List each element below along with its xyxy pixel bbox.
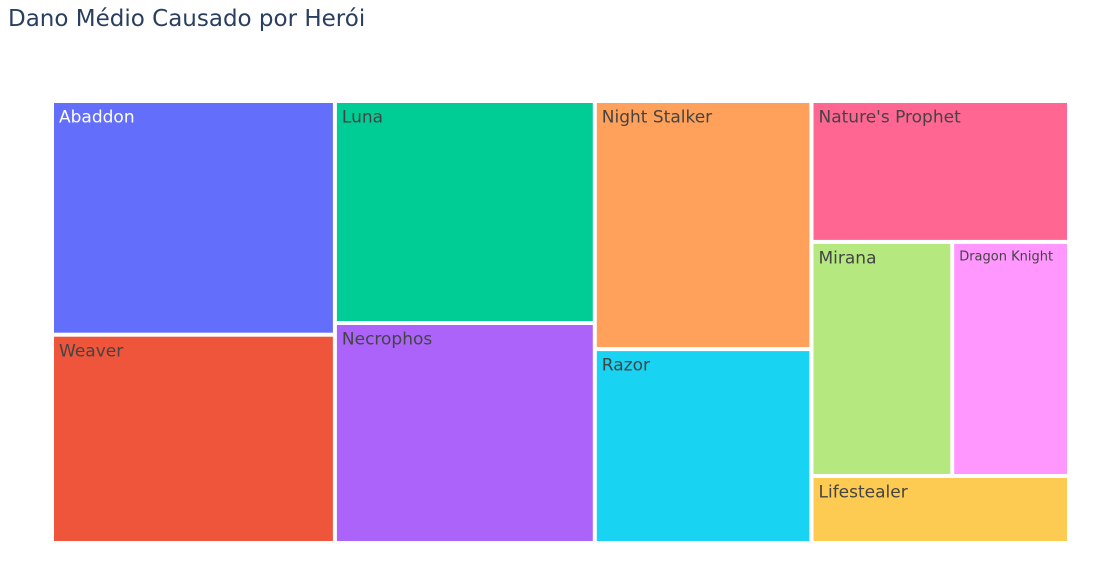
treemap-label-mirana: Mirana (819, 249, 877, 269)
treemap-rect-necrophos[interactable] (336, 325, 593, 541)
treemap-label-weaver: Weaver (59, 341, 123, 361)
treemap-label-lifestealer: Lifestealer (819, 483, 908, 503)
treemap-rect-abaddon[interactable] (54, 103, 333, 333)
treemap-label-razor: Razor (602, 356, 650, 376)
treemap-label-dragon-knight: Dragon Knight (959, 249, 1053, 264)
treemap-label-necrophos: Necrophos (342, 330, 433, 350)
treemap-tile-dragon-knight[interactable]: Dragon Knight (954, 243, 1067, 474)
treemap-label-night-stalker: Night Stalker (602, 108, 712, 128)
treemap-label-abaddon: Abaddon (59, 108, 135, 128)
treemap-tile-mirana[interactable]: Mirana (813, 243, 951, 474)
treemap-rect-lifestealer[interactable] (813, 478, 1068, 541)
treemap-tiles: Abaddon Weaver Luna Necrophos Night Stalker R… (54, 103, 1067, 541)
treemap-rect-night-stalker[interactable] (596, 103, 810, 348)
treemap-tile-abaddon[interactable]: Abaddon (54, 103, 333, 333)
treemap-rect-dragon-knight[interactable] (954, 243, 1067, 474)
treemap-rect-weaver[interactable] (54, 336, 333, 541)
treemap-tile-night-stalker[interactable]: Night Stalker (596, 103, 810, 348)
treemap-rect-luna[interactable] (336, 103, 593, 321)
treemap-rect-razor[interactable] (596, 351, 810, 541)
treemap-label-nature-s-prophet: Nature's Prophet (819, 108, 962, 128)
treemap-tile-luna[interactable]: Luna (336, 103, 593, 321)
treemap-tile-necrophos[interactable]: Necrophos (336, 325, 593, 541)
treemap-rect-nature-s-prophet[interactable] (813, 103, 1068, 240)
treemap-rect-mirana[interactable] (813, 243, 951, 474)
treemap-label-luna: Luna (342, 108, 383, 128)
treemap-tile-razor[interactable]: Razor (596, 351, 810, 541)
chart-title: Dano Médio Causado por Herói (8, 6, 366, 32)
treemap-tile-nature-s-prophet[interactable]: Nature's Prophet (813, 103, 1068, 240)
treemap-tile-lifestealer[interactable]: Lifestealer (813, 478, 1068, 541)
treemap-tile-weaver[interactable]: Weaver (54, 336, 333, 541)
